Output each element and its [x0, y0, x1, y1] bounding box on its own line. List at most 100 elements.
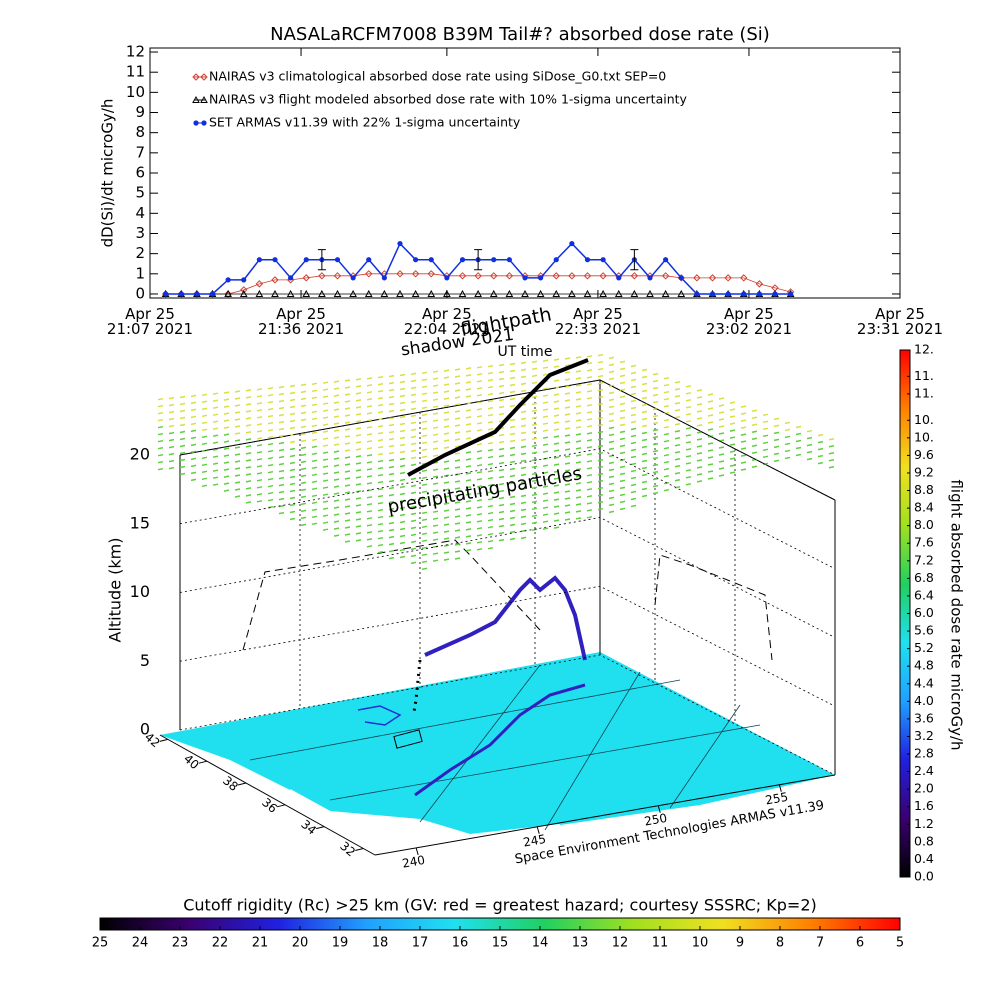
colorbar-tick-label: 19: [332, 936, 349, 951]
particle-dash: [773, 417, 780, 421]
particle-dash: [333, 506, 340, 509]
particle-dash: [234, 460, 241, 463]
particle-dash: [476, 464, 483, 467]
point: [506, 257, 512, 263]
particle-dash: [553, 477, 560, 480]
particle-dash: [685, 392, 692, 395]
particle-dash: [245, 410, 252, 413]
particle-dash: [575, 412, 582, 415]
particle-dash: [751, 444, 758, 447]
y-tick-label: 5: [135, 184, 145, 202]
particle-dash: [168, 445, 175, 449]
particle-dash: [278, 392, 285, 396]
particle-dash: [762, 427, 769, 431]
particle-dash: [388, 528, 395, 532]
particle-dash: [718, 432, 725, 435]
point: [163, 291, 169, 297]
particle-dash: [520, 466, 527, 470]
particle-dash: [454, 389, 461, 392]
particle-dash: [234, 488, 241, 491]
particle-dash: [300, 453, 307, 457]
particle-dash: [410, 561, 417, 565]
particle-dash: [762, 413, 769, 417]
particle-dash: [685, 462, 692, 465]
z-tick-label: 5: [140, 651, 150, 670]
particle-dash: [520, 459, 527, 463]
particle-dash: [465, 486, 472, 489]
particle-dash: [256, 402, 263, 405]
particle-dash: [399, 520, 406, 524]
particle-dash: [597, 367, 604, 371]
particle-dash: [355, 427, 362, 430]
particle-dash: [564, 399, 571, 402]
particle-dash: [509, 390, 516, 394]
particle-dash: [454, 382, 461, 385]
particle-dash: [179, 451, 186, 455]
particle-dash: [542, 485, 549, 488]
particle-dash: [498, 384, 505, 388]
particle-dash: [366, 447, 373, 450]
z-grid-line: [179, 379, 836, 501]
particle-dash: [377, 438, 384, 442]
colorbar-tick-label: 5.2: [914, 640, 934, 655]
particle-dash: [575, 447, 582, 450]
particle-dash: [432, 440, 439, 443]
particle-dash: [432, 475, 439, 478]
particle-dash: [773, 438, 780, 442]
particle-dash: [157, 467, 164, 471]
particle-dash: [729, 429, 736, 432]
particle-dash: [476, 548, 483, 551]
error-bar: [630, 249, 639, 271]
particle-dash: [817, 461, 824, 465]
particle-dash: [663, 467, 670, 471]
particle-dash: [465, 451, 472, 454]
particle-dash: [344, 477, 351, 480]
particle-dash: [388, 500, 395, 504]
particle-dash: [278, 497, 285, 501]
particle-dash: [245, 438, 252, 441]
particle-dash: [641, 382, 648, 386]
particle-dash: [531, 458, 538, 462]
lon-tick-label: 240: [401, 853, 426, 871]
particle-dash: [630, 448, 637, 452]
particle-dash: [355, 532, 362, 535]
particle-dash: [641, 410, 648, 414]
z-tick-label: 0: [140, 720, 150, 739]
particle-dash: [223, 475, 230, 478]
particle-dash: [443, 551, 450, 554]
particle-dash: [762, 448, 769, 452]
particle-dash: [564, 441, 571, 444]
particle-dash: [509, 376, 516, 380]
particle-dash: [509, 495, 516, 499]
point: [458, 289, 467, 297]
point: [663, 257, 669, 263]
particle-dash: [531, 451, 538, 455]
particle-dash: [377, 403, 384, 407]
particle-dash: [454, 438, 461, 441]
particle-dash: [531, 381, 538, 385]
particle-dash: [443, 397, 450, 400]
particle-dash: [432, 552, 439, 555]
particle-dash: [652, 456, 659, 460]
point: [318, 289, 326, 297]
particle-dash: [597, 430, 604, 434]
particle-dash: [762, 462, 769, 466]
particle-dash: [322, 486, 329, 489]
y-tick-label: 7: [135, 143, 145, 161]
particle-dash: [300, 474, 307, 478]
particle-dash: [575, 398, 582, 401]
particle-dash: [311, 396, 318, 400]
legend-marker: [200, 73, 208, 81]
colorbar-tick-label: 0.8: [914, 833, 934, 848]
particle-dash: [641, 473, 648, 477]
particle-dash: [289, 475, 296, 479]
particle-dash: [432, 559, 439, 562]
particle-dash: [410, 554, 417, 558]
particle-dash: [542, 513, 549, 516]
particle-dash: [289, 461, 296, 465]
particle-dash: [509, 404, 516, 408]
x-tick-label: Apr 25 22:04 2021: [403, 305, 490, 338]
particle-dash: [564, 518, 571, 521]
particle-dash: [619, 437, 626, 441]
